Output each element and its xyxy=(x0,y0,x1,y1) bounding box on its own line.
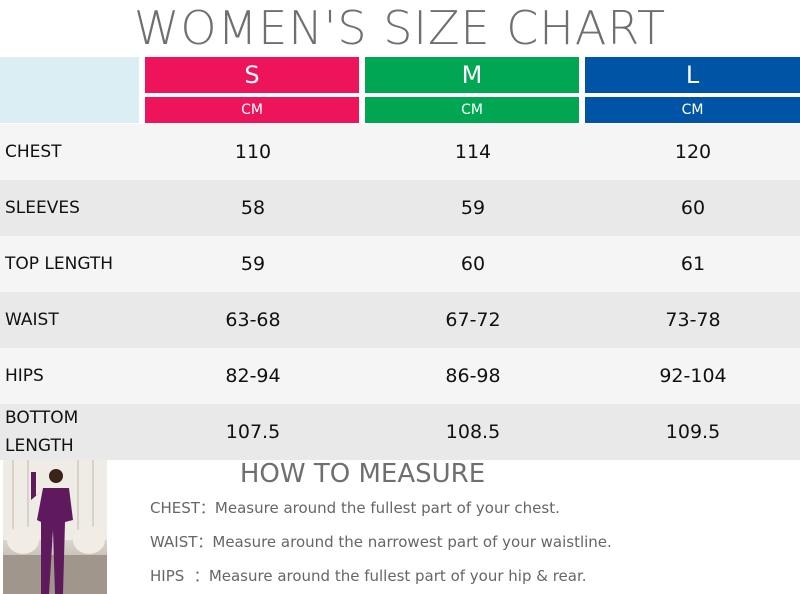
cell-value: 58 xyxy=(240,197,266,219)
cell-value: 110 xyxy=(234,141,272,163)
cell-value: 108.5 xyxy=(445,421,501,443)
row-label: WAIST xyxy=(5,310,59,330)
row-label: BOTTOM LENGTH xyxy=(5,408,79,456)
size-l-unit: CM xyxy=(585,97,800,123)
cell-value: 59 xyxy=(240,253,266,275)
table-row: BOTTOM LENGTH 107.5 108.5 109.5 xyxy=(0,404,800,460)
table-row: SLEEVES 58 59 60 xyxy=(0,180,800,236)
cell-value: 60 xyxy=(460,253,486,275)
how-to-measure-title: HOW TO MEASURE xyxy=(239,459,486,489)
size-s-unit: CM xyxy=(145,97,359,123)
measure-hips: HIPS ：Measure around the fullest part of… xyxy=(150,565,587,586)
measure-waist: WAIST：Measure around the narrowest part … xyxy=(150,531,612,552)
cell-value: 86-98 xyxy=(445,365,501,387)
row-label: SLEEVES xyxy=(5,198,80,218)
table-row: TOP LENGTH 59 60 61 xyxy=(0,236,800,292)
measure-text: Measure around the fullest part of your … xyxy=(214,499,560,517)
cell-value: 61 xyxy=(680,253,706,275)
table-row: WAIST 63-68 67-72 73-78 xyxy=(0,292,800,348)
measure-text: Measure around the fullest part of your … xyxy=(208,567,587,585)
measure-label: WAIST： xyxy=(150,533,213,551)
measure-chest: CHEST：Measure around the fullest part of… xyxy=(150,497,560,518)
cell-value: 109.5 xyxy=(665,421,721,443)
cell-value: 73-78 xyxy=(665,309,721,331)
cell-value: 59 xyxy=(460,197,486,219)
size-m-header: M xyxy=(365,57,579,93)
measure-text: Measure around the narrowest part of you… xyxy=(212,533,612,551)
cell-value: 92-104 xyxy=(659,365,727,387)
cell-value: 107.5 xyxy=(225,421,281,443)
cell-value: 114 xyxy=(454,141,492,163)
cell-value: 120 xyxy=(674,141,712,163)
cell-value: 82-94 xyxy=(225,365,281,387)
size-l-header: L xyxy=(585,57,800,93)
table-row: HIPS 82-94 86-98 92-104 xyxy=(0,348,800,404)
row-label: CHEST xyxy=(5,142,62,162)
measure-label: CHEST： xyxy=(150,499,215,517)
size-m-unit: CM xyxy=(365,97,579,123)
size-s-header: S xyxy=(145,57,359,93)
row-label: HIPS xyxy=(5,366,44,386)
cell-value: 67-72 xyxy=(445,309,501,331)
page-title: WOMEN'S SIZE CHART xyxy=(133,1,667,55)
model-photo xyxy=(3,460,107,594)
cell-value: 60 xyxy=(680,197,706,219)
measure-label: HIPS ： xyxy=(150,567,209,585)
row-label: TOP LENGTH xyxy=(5,254,114,274)
table-row: CHEST 110 114 120 xyxy=(0,124,800,180)
cell-value: 63-68 xyxy=(225,309,281,331)
header-corner xyxy=(0,57,139,123)
